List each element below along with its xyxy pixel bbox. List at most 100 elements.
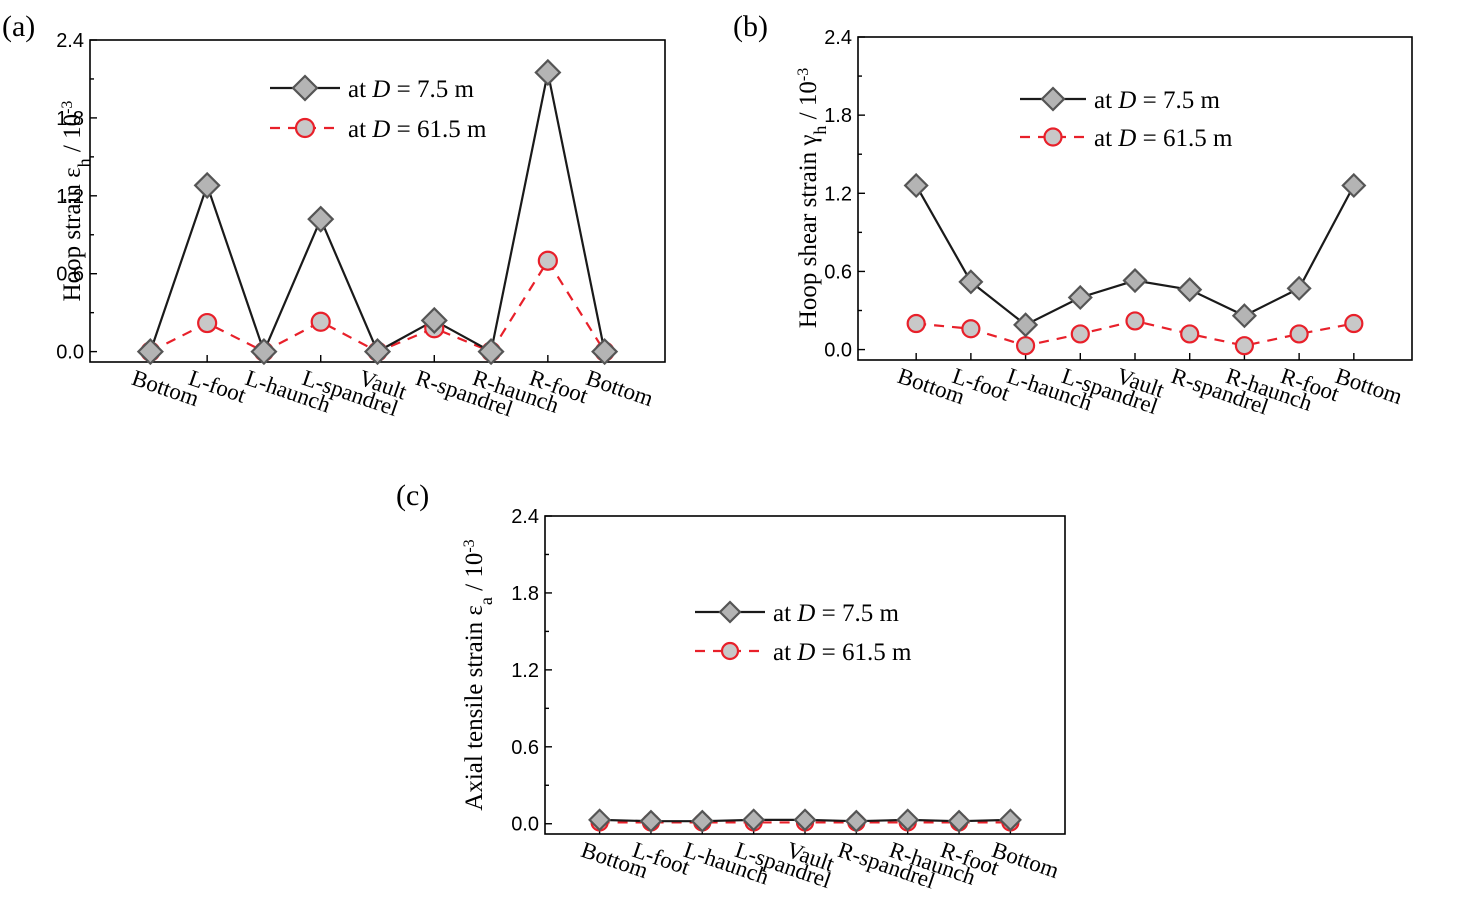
series-1-point <box>998 808 1022 832</box>
legend-item-series-1: at D = 7.5 m <box>1020 86 1220 114</box>
y-axis-label: Hoop shear strain γh / 10-3 <box>795 68 831 328</box>
series-1-point <box>1231 303 1257 329</box>
y-axis: 0.0 0.6 1.2 1.8 2.4 <box>824 27 865 362</box>
y-tick-label: 2.4 <box>824 27 852 49</box>
series-1-point <box>1013 312 1039 338</box>
y-tick-label: 1.8 <box>511 583 539 605</box>
legend-label: at D = 61.5 m <box>348 116 487 143</box>
legend-marker <box>1043 127 1063 147</box>
series-2-point <box>1125 311 1145 331</box>
series-2-point <box>537 250 558 271</box>
legend-item-series-1: at D = 7.5 m <box>270 74 474 103</box>
series-1-point <box>1067 284 1093 311</box>
legend-item-series-2: at D = 61.5 m <box>270 116 487 143</box>
y-axis-title: Hoop strain εh / 10-3 <box>59 101 95 302</box>
series-1-point <box>844 809 868 833</box>
plot-frame <box>544 515 1066 835</box>
series-1-line <box>915 184 1355 327</box>
legend-marker <box>294 117 316 139</box>
series-1-point <box>193 171 221 199</box>
legend-label: at D = 7.5 m <box>348 76 474 103</box>
legend: at D = 7.5 m at D = 61.5 m <box>1020 86 1233 152</box>
series-2-point <box>1234 336 1255 356</box>
y-tick-label: 1.2 <box>824 183 852 205</box>
legend-item-series-1: at D = 7.5 m <box>695 600 899 627</box>
series-2-point <box>961 319 981 339</box>
series-group <box>588 808 1022 833</box>
y-tick-label: 0.6 <box>824 261 852 283</box>
y-axis-title: Hoop shear strain γh / 10-3 <box>795 68 831 328</box>
chart-panel-b: (b) Hoop shear strain γh / 10-3 0.0 0.6 1.… <box>733 10 1413 420</box>
x-tick-label: Bottom <box>1332 363 1405 409</box>
panel-label: (b) <box>733 10 768 43</box>
legend-marker <box>291 74 319 102</box>
series-1-point <box>420 306 448 335</box>
y-tick-label: 0.0 <box>511 814 539 836</box>
y-tick-label: 0.0 <box>824 340 852 362</box>
series-1-point <box>363 338 392 366</box>
panel-label: (a) <box>2 10 35 43</box>
y-axis: 0.0 0.6 1.2 1.8 2.4 <box>56 30 97 364</box>
y-tick-label: 1.2 <box>56 186 84 208</box>
chart-panel-c: (c) Axial tensile strain εa / 10-3 0.00.… <box>396 479 1066 894</box>
y-axis-label: Hoop strain εh / 10-3 <box>59 101 95 302</box>
legend: at D = 7.5 m at D = 61.5 m <box>270 74 487 143</box>
legend-marker <box>720 641 740 661</box>
legend-label: at D = 61.5 m <box>1094 125 1233 152</box>
series-2-line <box>149 258 606 353</box>
legend-label: at D = 7.5 m <box>1094 87 1220 114</box>
series-1-point <box>1286 275 1312 301</box>
panel-label: (c) <box>396 479 429 512</box>
series-2-point <box>310 311 331 332</box>
series-2-point <box>1180 324 1200 344</box>
y-tick-label: 0.0 <box>56 342 84 364</box>
y-tick-label: 2.4 <box>511 506 539 528</box>
series-group <box>903 172 1367 356</box>
series-1-point <box>690 809 714 833</box>
series-2-point <box>1070 324 1090 344</box>
series-1-point <box>477 338 505 366</box>
series-1-point <box>639 809 663 833</box>
x-tick-label: Bottom <box>583 365 656 411</box>
legend-label: at D = 7.5 m <box>773 600 899 627</box>
y-axis: 0.0 0.6 1.2 1.8 2.4 <box>511 506 552 836</box>
series-1-point <box>947 809 971 833</box>
series-1-point <box>958 269 984 295</box>
y-tick-label: 1.8 <box>56 108 84 130</box>
y-tick-label: 1.2 <box>511 660 539 682</box>
series-2-point <box>1344 313 1364 334</box>
series-1-point <box>742 808 766 832</box>
legend-item-series-2: at D = 61.5 m <box>695 639 912 666</box>
legend-label: at D = 61.5 m <box>773 639 912 666</box>
y-tick-label: 0.6 <box>511 737 539 759</box>
series-1-point <box>534 58 562 87</box>
series-1-point <box>1341 172 1367 199</box>
series-2-point <box>1289 324 1309 344</box>
chart-panel-a: (a) Hoop strain εh / 10-3 0.0 0.6 1.2 1.8 2.… <box>2 10 666 422</box>
legend-item-series-2: at D = 61.5 m <box>1020 125 1233 152</box>
x-tick-label: Bottom <box>989 837 1062 883</box>
y-axis-label: Axial tensile strain εa / 10-3 <box>461 539 497 810</box>
legend: at D = 7.5 m at D = 61.5 m <box>695 600 912 666</box>
series-1-point <box>307 205 335 233</box>
y-tick-label: 1.8 <box>824 105 852 127</box>
series-1-point <box>591 338 619 366</box>
series-1-point <box>588 808 612 832</box>
series-1-point <box>896 808 920 832</box>
y-tick-label: 2.4 <box>56 30 84 52</box>
series-1-point <box>136 338 164 366</box>
series-1-line <box>149 72 606 355</box>
series-1-point <box>903 172 929 199</box>
series-1-point <box>250 338 278 366</box>
legend-marker <box>1040 86 1066 112</box>
series-2-point <box>197 312 218 334</box>
series-2-point <box>906 313 926 334</box>
series-2-point <box>1015 336 1036 356</box>
legend-marker <box>718 600 742 624</box>
x-axis: BottomL-footL-haunchL-spandrelVaultR-spa… <box>578 827 1062 894</box>
series-group <box>136 58 619 366</box>
y-axis-title: Axial tensile strain εa / 10-3 <box>461 539 497 810</box>
